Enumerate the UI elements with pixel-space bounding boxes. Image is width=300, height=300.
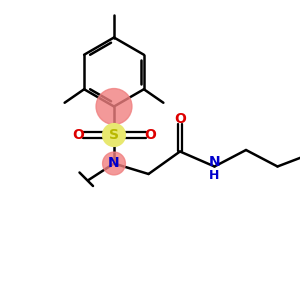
Circle shape	[103, 124, 125, 146]
Text: O: O	[174, 112, 186, 126]
Text: H: H	[209, 169, 220, 182]
Text: S: S	[109, 128, 119, 142]
Text: O: O	[72, 128, 84, 142]
Text: N: N	[209, 155, 220, 169]
Text: N: N	[108, 157, 120, 170]
Circle shape	[96, 88, 132, 124]
Text: O: O	[144, 128, 156, 142]
Circle shape	[103, 152, 125, 175]
